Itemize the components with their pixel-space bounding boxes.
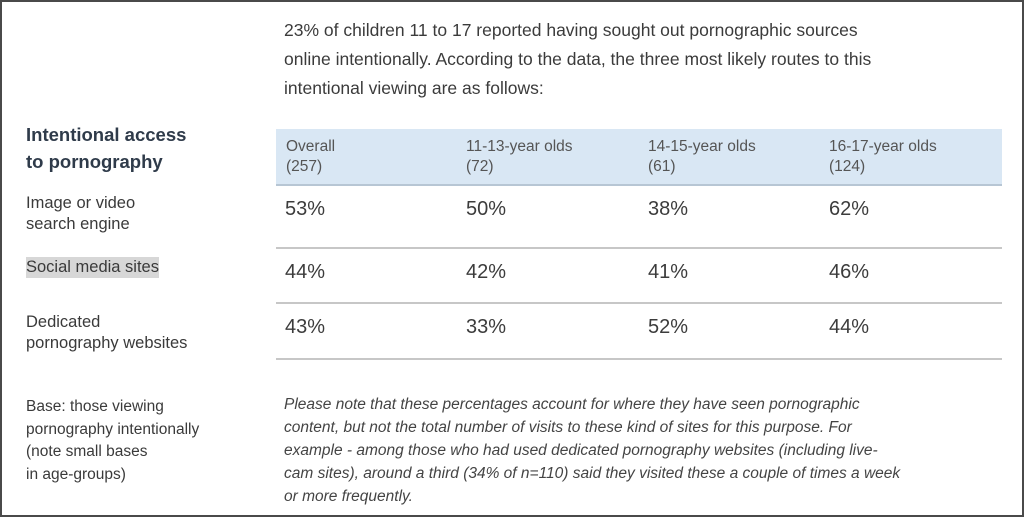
section-title-line: to pornography [26, 151, 163, 172]
table-cell: 42% [466, 261, 507, 283]
row-label-dedicated-websites: Dedicated pornography websites [26, 312, 187, 354]
row-label-line: Dedicated [26, 313, 101, 331]
footnote: Please note that these percentages accou… [284, 393, 1004, 508]
column-header-base: (124) [829, 158, 866, 175]
intro-line: 23% of children 11 to 17 reported having… [284, 20, 858, 40]
row-label-line: Social media sites [26, 257, 159, 278]
row-divider [276, 358, 1002, 360]
column-header-overall: Overall (257) [286, 137, 335, 177]
table-cell: 33% [466, 316, 507, 338]
column-header-14-15: 14-15-year olds (61) [648, 137, 756, 177]
intro-line: intentional viewing are as follows: [284, 78, 544, 98]
row-label-line: search engine [26, 215, 130, 233]
column-header-11-13: 11-13-year olds (72) [466, 137, 573, 177]
intro-paragraph: 23% of children 11 to 17 reported having… [284, 16, 1004, 103]
footnote-line: content, but not the total number of vis… [284, 419, 852, 436]
column-header-base: (72) [466, 158, 494, 175]
column-header-16-17: 16-17-year olds (124) [829, 137, 937, 177]
table-cell: 43% [285, 316, 326, 338]
table-cell: 44% [829, 316, 870, 338]
base-note-line: pornography intentionally [26, 420, 200, 438]
section-title: Intentional access to pornography [26, 121, 256, 175]
row-label-search-engine: Image or video search engine [26, 193, 135, 235]
footnote-line: cam sites), around a third (34% of n=110… [284, 465, 901, 482]
intro-line: online intentionally. According to the d… [284, 49, 872, 69]
row-label-social-media: Social media sites [26, 257, 159, 278]
table-cell: 46% [829, 261, 870, 283]
column-header-label: 11-13-year olds [466, 138, 573, 155]
row-label-line: pornography websites [26, 334, 188, 352]
row-label-line: Image or video [26, 194, 136, 212]
row-divider [276, 247, 1002, 249]
table-cell: 62% [829, 198, 870, 220]
column-header-label: Overall [286, 138, 336, 155]
column-header-base: (257) [286, 158, 323, 175]
table-cell: 53% [285, 198, 326, 220]
base-note-line: in age-groups) [26, 465, 126, 483]
column-header-label: 16-17-year olds [829, 138, 937, 155]
column-header-label: 14-15-year olds [648, 138, 756, 155]
footnote-line: Please note that these percentages accou… [284, 396, 860, 413]
table-cell: 44% [285, 261, 326, 283]
table-cell: 38% [648, 198, 689, 220]
footnote-line: example - among those who had used dedic… [284, 442, 878, 459]
section-title-line: Intentional access [26, 124, 187, 145]
base-note: Base: those viewing pornography intentio… [26, 396, 254, 486]
table-header: Overall (257) 11-13-year olds (72) 14-15… [276, 129, 1002, 186]
row-divider [276, 302, 1002, 304]
footnote-line: or more frequently. [284, 488, 413, 505]
base-note-line: Base: those viewing [26, 398, 164, 415]
table-cell: 50% [466, 198, 507, 220]
table-cell: 41% [648, 261, 689, 283]
column-header-base: (61) [648, 158, 676, 175]
base-note-line: (note small bases [26, 443, 148, 460]
table-cell: 52% [648, 316, 689, 338]
